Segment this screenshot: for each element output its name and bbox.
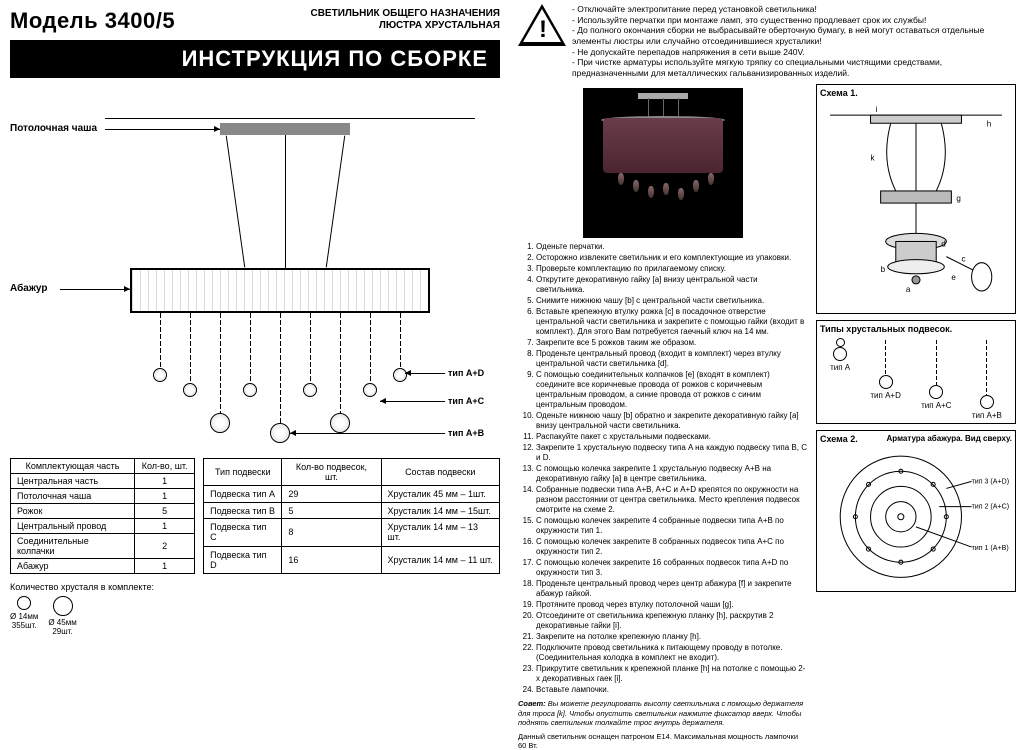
tip-ac-label: тип A+C bbox=[448, 396, 484, 406]
svg-text:g: g bbox=[956, 194, 961, 203]
svg-text:h: h bbox=[987, 120, 992, 129]
instruction-bar: ИНСТРУКЦИЯ ПО СБОРКЕ bbox=[10, 40, 500, 78]
svg-text:c: c bbox=[961, 255, 965, 264]
subtitle-1: СВЕТИЛЬНИК ОБЩЕГО НАЗНАЧЕНИЯ bbox=[310, 8, 500, 20]
ceiling-cup-label: Потолочная чаша bbox=[10, 123, 97, 134]
spec-note: Данный светильник оснащен патроном E14. … bbox=[518, 732, 808, 750]
svg-text:тип 2 (A+C): тип 2 (A+C) bbox=[972, 504, 1010, 511]
steps-list: Оденьте перчатки.Осторожно извлеките све… bbox=[518, 242, 808, 695]
crystal-count: Количество хрусталя в комплекте: Ø 14мм3… bbox=[10, 582, 500, 636]
tip-block: Совет: Вы можете регулировать высоту све… bbox=[518, 699, 808, 727]
subtitle-2: ЛЮСТРА ХРУСТАЛЬНАЯ bbox=[310, 20, 500, 32]
warning-block: ! Отключайте электропитание перед устано… bbox=[518, 4, 1016, 78]
tip-ad-label: тип A+D bbox=[448, 368, 484, 378]
svg-text:k: k bbox=[871, 154, 876, 163]
pendants-table: Тип подвескиКол-во подвесок, шт.Состав п… bbox=[203, 458, 500, 574]
scheme-1: Схема 1. h i g k d b bbox=[816, 84, 1016, 314]
main-diagram: Потолочная чаша Абажур тип A+D тип A+C bbox=[10, 93, 500, 453]
svg-text:тип 3 (A+D): тип 3 (A+D) bbox=[972, 479, 1010, 486]
tip-ab-label: тип A+B bbox=[448, 428, 484, 438]
svg-text:i: i bbox=[876, 106, 878, 115]
svg-text:d: d bbox=[941, 240, 946, 249]
parts-table: Комплектующая частьКол-во, шт. Центральн… bbox=[10, 458, 195, 574]
scheme-2: Схема 2. Арматура абажура. Вид сверху. bbox=[816, 430, 1016, 591]
model-title: Модель 3400/5 bbox=[10, 8, 175, 34]
product-photo bbox=[583, 88, 743, 238]
warning-icon: ! bbox=[518, 4, 566, 46]
abajur-label: Абажур bbox=[10, 283, 47, 294]
svg-text:b: b bbox=[881, 265, 886, 274]
svg-text:a: a bbox=[906, 285, 911, 294]
pendant-types: Типы хрустальных подвесок. тип A тип A+D… bbox=[816, 320, 1016, 424]
svg-text:тип 1 (A+B): тип 1 (A+B) bbox=[972, 545, 1009, 552]
svg-text:e: e bbox=[951, 273, 956, 282]
